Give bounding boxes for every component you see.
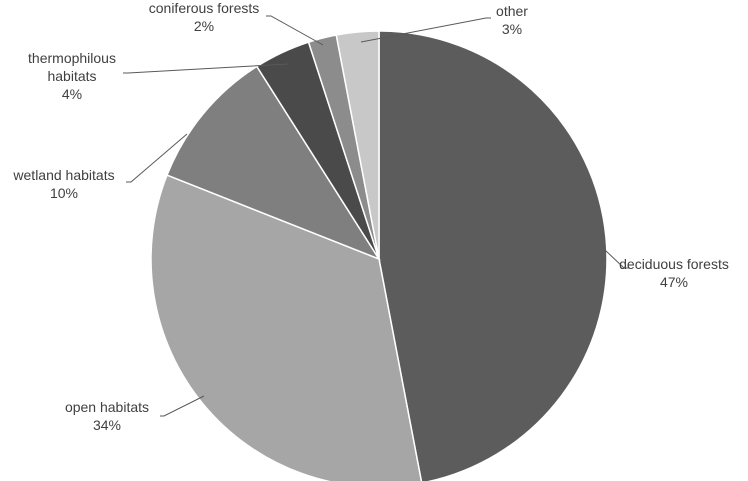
slice-name-deciduous: deciduous forests — [619, 256, 729, 272]
pie-slice-other — [335, 30, 380, 260]
slice-name-open: open habitats — [65, 399, 149, 415]
leader-lines — [123, 15, 629, 417]
slice-label-open: open habitats 34% — [65, 399, 149, 433]
slice-percent-deciduous: 47% — [660, 274, 688, 290]
leader-line-other — [360, 17, 491, 43]
leader-line-thermophilous — [123, 63, 289, 74]
slice-percent-wetland: 10% — [50, 185, 78, 201]
pie-slices — [150, 30, 608, 481]
slice-percent-thermophilous: 4% — [62, 86, 82, 102]
slice-name-thermophilous: thermophilous — [28, 50, 116, 66]
slice-label-thermophilous: thermophilous habitats 4% — [28, 50, 116, 102]
pie-slice-wetland — [166, 65, 381, 261]
slice-percent-other: 3% — [502, 21, 522, 37]
slice-label-other: other 3% — [496, 3, 528, 37]
slice-label-wetland: wetland habitats 10% — [12, 167, 114, 201]
leader-line-deciduous — [604, 249, 629, 269]
leader-line-wetland — [126, 133, 188, 183]
slice-percent-open: 34% — [93, 417, 121, 433]
slice-name-thermophilous: habitats — [47, 68, 96, 84]
slice-percent-coniferous: 2% — [194, 18, 214, 34]
slice-label-coniferous: coniferous forests 2% — [149, 0, 260, 34]
slice-label-deciduous: deciduous forests 47% — [619, 256, 729, 290]
leader-line-coniferous — [266, 15, 324, 46]
slice-labels: deciduous forests 47% open habitats 34% wetl… — [12, 0, 728, 433]
slice-name-wetland: wetland habitats — [12, 167, 114, 183]
pie-slice-deciduous — [378, 30, 608, 481]
slice-name-coniferous: coniferous forests — [149, 0, 260, 16]
leader-line-open — [160, 395, 205, 417]
slice-name-other: other — [496, 3, 528, 19]
pie-slice-open — [150, 174, 423, 481]
